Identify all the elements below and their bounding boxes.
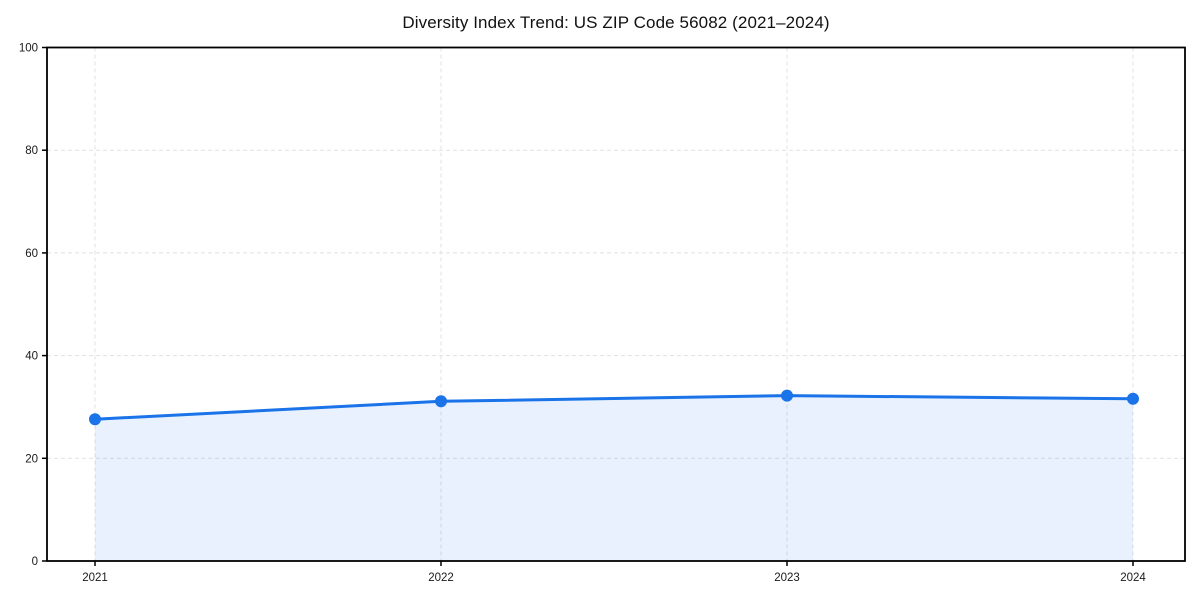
y-tick-label: 40 (25, 351, 38, 363)
area-fill (95, 395, 1133, 561)
x-tick-label: 2022 (428, 572, 454, 584)
y-tick-label: 100 (19, 43, 38, 55)
axis-spines (46, 46, 1186, 562)
y-tick-label: 20 (25, 453, 38, 465)
trend-line (93, 394, 1135, 421)
y-tick-label: 60 (25, 248, 38, 260)
x-tick-label: 2023 (774, 572, 800, 584)
data-point-2024 (1127, 392, 1139, 405)
chart-title: Diversity Index Trend: US ZIP Code 56082… (402, 13, 830, 32)
x-tick-label: 2021 (82, 572, 108, 584)
y-tick-label: 0 (32, 556, 38, 568)
data-point-2023 (781, 389, 793, 402)
y-tick-label: 80 (25, 145, 38, 157)
x-tick-label: 2024 (1120, 572, 1146, 584)
data-point-2022 (435, 395, 447, 408)
data-point-2021 (89, 413, 101, 426)
